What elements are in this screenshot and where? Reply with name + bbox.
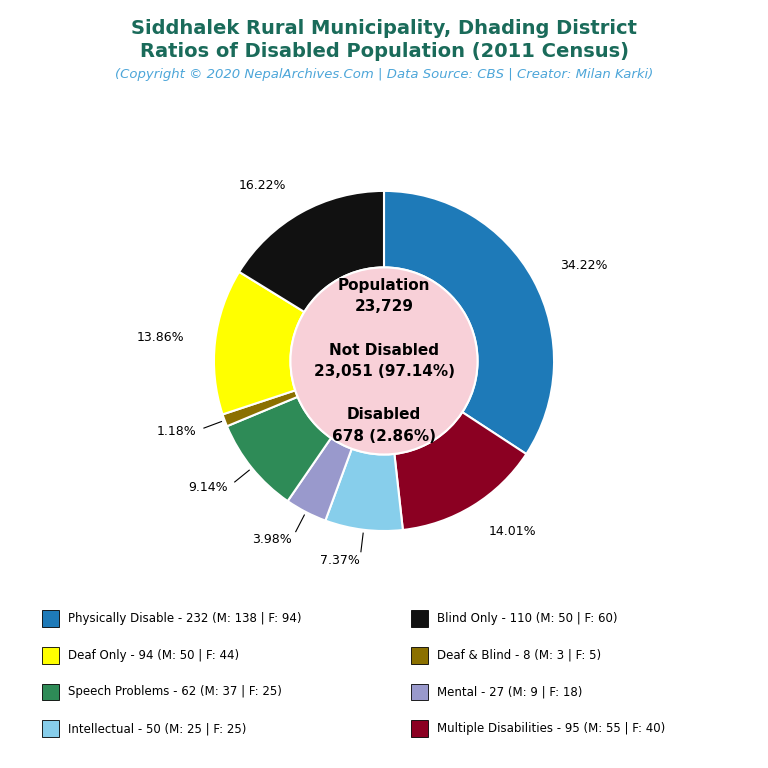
Text: Mental - 27 (M: 9 | F: 18): Mental - 27 (M: 9 | F: 18) xyxy=(437,686,582,698)
Text: Intellectual - 50 (M: 25 | F: 25): Intellectual - 50 (M: 25 | F: 25) xyxy=(68,723,247,735)
Text: 7.37%: 7.37% xyxy=(320,554,360,567)
Text: 3.98%: 3.98% xyxy=(252,533,292,546)
Wedge shape xyxy=(227,397,331,501)
Text: Population
23,729

Not Disabled
23,051 (97.14%)

Disabled
678 (2.86%): Population 23,729 Not Disabled 23,051 (9… xyxy=(313,278,455,444)
Text: Blind Only - 110 (M: 50 | F: 60): Blind Only - 110 (M: 50 | F: 60) xyxy=(437,612,617,624)
Text: Physically Disable - 232 (M: 138 | F: 94): Physically Disable - 232 (M: 138 | F: 94… xyxy=(68,612,302,624)
Wedge shape xyxy=(326,449,403,531)
Text: Multiple Disabilities - 95 (M: 55 | F: 40): Multiple Disabilities - 95 (M: 55 | F: 4… xyxy=(437,723,665,735)
Text: Ratios of Disabled Population (2011 Census): Ratios of Disabled Population (2011 Cens… xyxy=(140,42,628,61)
Wedge shape xyxy=(239,191,384,312)
Wedge shape xyxy=(395,412,526,530)
Text: Siddhalek Rural Municipality, Dhading District: Siddhalek Rural Municipality, Dhading Di… xyxy=(131,19,637,38)
Text: Deaf & Blind - 8 (M: 3 | F: 5): Deaf & Blind - 8 (M: 3 | F: 5) xyxy=(437,649,601,661)
Wedge shape xyxy=(223,390,298,426)
Text: 16.22%: 16.22% xyxy=(239,179,286,192)
Text: Speech Problems - 62 (M: 37 | F: 25): Speech Problems - 62 (M: 37 | F: 25) xyxy=(68,686,282,698)
Text: 13.86%: 13.86% xyxy=(137,331,184,344)
Text: 34.22%: 34.22% xyxy=(561,259,608,272)
Wedge shape xyxy=(288,438,352,521)
Text: (Copyright © 2020 NepalArchives.Com | Data Source: CBS | Creator: Milan Karki): (Copyright © 2020 NepalArchives.Com | Da… xyxy=(115,68,653,81)
Text: 9.14%: 9.14% xyxy=(188,481,228,494)
Wedge shape xyxy=(384,191,554,454)
Text: Deaf Only - 94 (M: 50 | F: 44): Deaf Only - 94 (M: 50 | F: 44) xyxy=(68,649,240,661)
Wedge shape xyxy=(214,272,304,415)
Text: 14.01%: 14.01% xyxy=(489,525,537,538)
Text: 1.18%: 1.18% xyxy=(156,425,196,438)
Circle shape xyxy=(290,267,478,455)
